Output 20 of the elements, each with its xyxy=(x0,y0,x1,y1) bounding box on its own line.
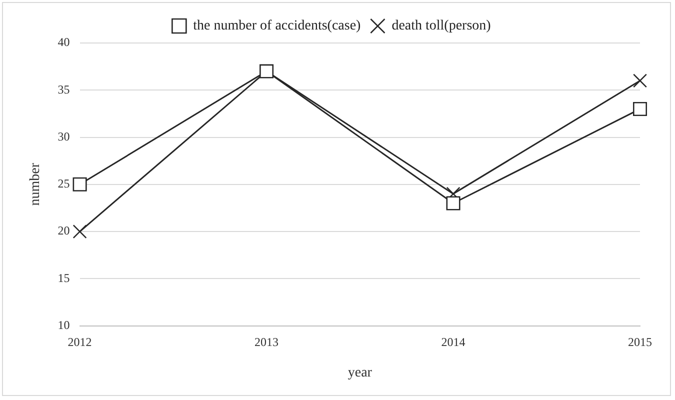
legend-label: the number of accidents(case) xyxy=(193,18,362,34)
point xyxy=(72,177,87,192)
legend-label: death toll(person) xyxy=(392,18,492,34)
x-tick-label: 2012 xyxy=(68,335,92,350)
x-tick-label: 2013 xyxy=(254,335,279,350)
point xyxy=(632,102,648,116)
y-axis-title: number xyxy=(28,162,44,206)
point xyxy=(632,74,648,88)
y-tick-label: 25 xyxy=(58,176,70,191)
y-tick-label: 30 xyxy=(58,129,70,144)
x-tick-label: 2014 xyxy=(441,335,466,350)
point xyxy=(72,224,87,239)
x-axis-title: year xyxy=(348,365,372,380)
y-tick-label: 40 xyxy=(58,35,70,50)
point xyxy=(446,196,460,210)
y-tick-label: 15 xyxy=(58,270,70,285)
y-tick-label: 10 xyxy=(58,318,70,332)
y-tick-label: 35 xyxy=(58,82,70,96)
y-tick-label: 20 xyxy=(58,224,70,238)
x-tick-label: 2015 xyxy=(628,335,652,350)
